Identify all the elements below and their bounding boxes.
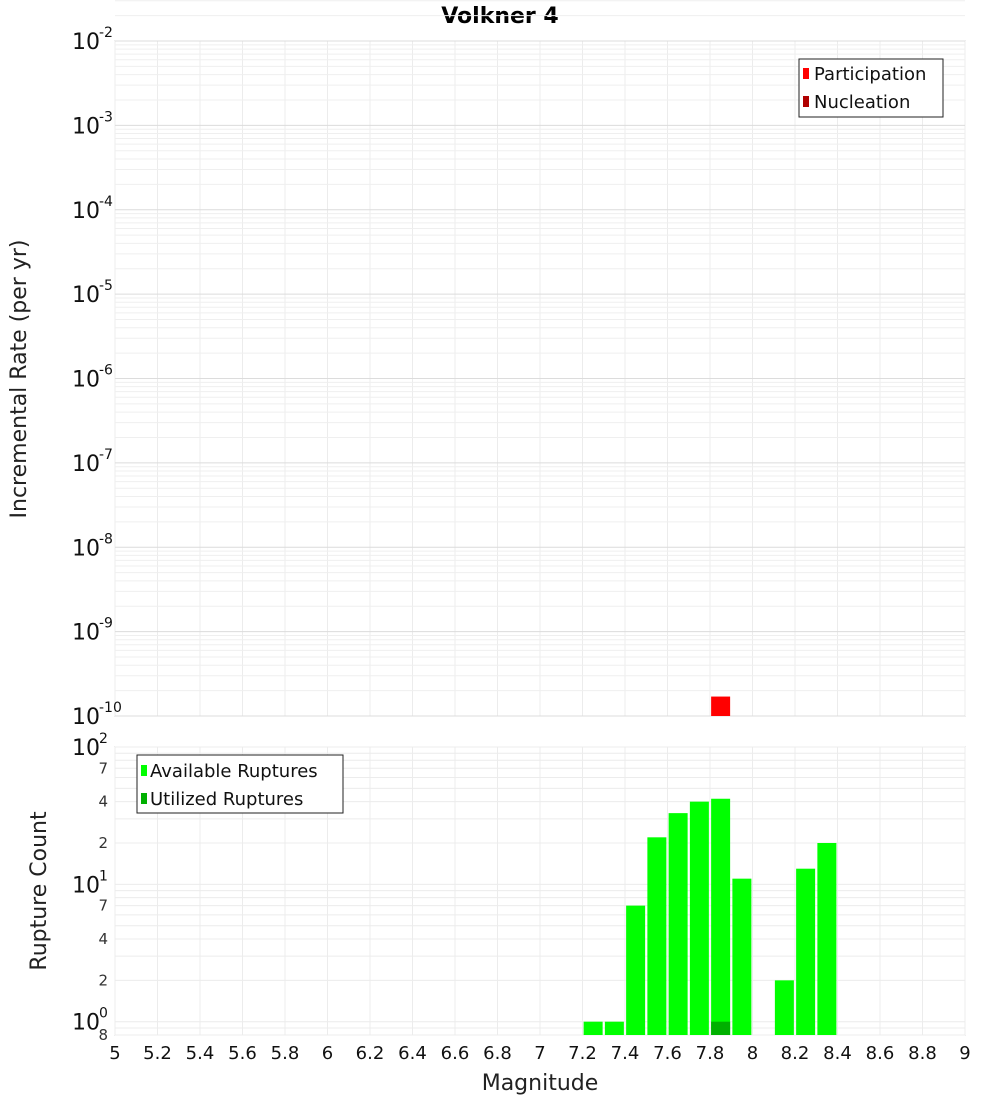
chart-title: Volkner 4 — [441, 4, 559, 29]
count-bar — [604, 1021, 624, 1035]
magnitude-x-tick-label: 6.4 — [398, 1043, 427, 1064]
rate-y-tick-label: 10 — [72, 705, 100, 730]
magnitude-x-tick-label: 8 — [747, 1043, 758, 1064]
rate-y-tick-exponent: -3 — [99, 109, 113, 125]
magnitude-x-tick-label: 5 — [109, 1043, 120, 1064]
rate-grid — [114, 0, 966, 717]
magnitude-x-tick-label: 5.2 — [143, 1043, 172, 1064]
count-bar — [668, 813, 688, 1035]
count-legend-box — [136, 754, 344, 814]
count-y-tick-label: 10 — [72, 736, 100, 761]
count-legend-label: Utilized Ruptures — [150, 789, 303, 810]
count-bar — [817, 843, 837, 1035]
rate-bars — [711, 696, 731, 716]
rate-legend-swatch — [803, 96, 809, 107]
rate-y-tick-exponent: -7 — [99, 447, 113, 463]
rate-y-tick-label: 10 — [72, 283, 100, 308]
count-y-minor-tick-label: 7 — [98, 897, 108, 915]
rate-legend-label: Participation — [814, 64, 926, 85]
rate-y-ticks: 10-210-310-410-510-610-710-810-910-10 — [72, 25, 122, 730]
rate-legend-swatch — [803, 68, 809, 79]
rate-y-tick-exponent: -10 — [99, 700, 122, 716]
rate-y-tick-exponent: -8 — [99, 531, 113, 547]
magnitude-x-tick-label: 7.8 — [696, 1043, 725, 1064]
magnitude-x-ticks: 5 5.2 5.4 5.6 5.8 6 6.2 6.4 6.6 6.8 7 7.2 7.4 7.6 7.8 8… — [109, 1043, 970, 1064]
count-bar — [689, 801, 709, 1035]
count-bar — [711, 798, 731, 1035]
rate-y-tick-label: 10 — [72, 452, 100, 477]
rate-y-tick-label: 10 — [72, 368, 100, 393]
count-bars — [583, 798, 837, 1035]
magnitude-x-tick-label: 6.6 — [441, 1043, 470, 1064]
rate-y-tick-label: 10 — [72, 30, 100, 55]
magnitude-x-tick-label: 6 — [322, 1043, 333, 1064]
count-legend-label: Available Ruptures — [150, 761, 318, 782]
rate-legend: Participation Nucleation — [798, 58, 944, 118]
count-y-axis-title: Rupture Count — [27, 811, 52, 971]
rate-y-axis-title: Incremental Rate (per yr) — [7, 240, 32, 519]
rate-bar — [711, 696, 731, 716]
count-bar — [711, 1021, 731, 1035]
rate-y-tick-exponent: -2 — [99, 25, 113, 41]
count-bar — [583, 1021, 603, 1035]
count-bar — [796, 868, 816, 1035]
magnitude-x-tick-label: 8.8 — [908, 1043, 937, 1064]
count-y-minor-tick-label: 4 — [98, 930, 108, 948]
magnitude-x-tick-label: 8.2 — [781, 1043, 810, 1064]
count-y-tick-exponent: 1 — [99, 868, 108, 884]
rate-y-tick-exponent: -9 — [99, 616, 113, 632]
count-y-tick-exponent: 0 — [99, 1006, 108, 1022]
rate-y-tick-exponent: -6 — [99, 363, 113, 379]
magnitude-x-tick-label: 6.8 — [483, 1043, 512, 1064]
magnitude-x-tick-label: 7.2 — [568, 1043, 597, 1064]
rate-panel: 10-210-310-410-510-610-710-810-910-10 In… — [7, 0, 966, 730]
magnitude-x-tick-label: 8.6 — [866, 1043, 895, 1064]
x-axis-title: Magnitude — [482, 1071, 599, 1096]
magnitude-x-tick-label: 5.6 — [228, 1043, 257, 1064]
rate-y-tick-label: 10 — [72, 199, 100, 224]
rate-y-tick-exponent: -4 — [99, 194, 113, 210]
magnitude-x-tick-label: 5.8 — [271, 1043, 300, 1064]
count-y-minor-tick-label: 7 — [98, 759, 108, 777]
count-bar — [626, 905, 646, 1035]
count-y-minor-tick-label: 4 — [98, 793, 108, 811]
count-legend-swatch — [141, 793, 147, 804]
magnitude-x-tick-label: 5.4 — [186, 1043, 215, 1064]
count-bar — [774, 980, 794, 1035]
magnitude-x-tick-label: 7.6 — [653, 1043, 682, 1064]
magnitude-x-tick-label: 6.2 — [356, 1043, 385, 1064]
rate-y-tick-label: 10 — [72, 536, 100, 561]
count-y-tick-label: 10 — [72, 873, 100, 898]
rate-legend-label: Nucleation — [814, 92, 910, 113]
count-bar — [732, 878, 752, 1035]
rate-y-tick-label: 10 — [72, 621, 100, 646]
count-y-minor-tick-label: 2 — [98, 971, 108, 989]
rate-legend-box — [798, 58, 944, 118]
count-y-minor-tick-label: 8 — [98, 1026, 108, 1044]
magnitude-x-tick-label: 7.4 — [611, 1043, 640, 1064]
count-bar — [647, 837, 667, 1035]
count-legend-swatch — [141, 765, 147, 776]
magnitude-x-tick-label: 7 — [534, 1043, 545, 1064]
magnitude-x-tick-label: 9 — [959, 1043, 970, 1064]
rate-y-tick-exponent: -5 — [99, 278, 113, 294]
count-y-tick-exponent: 2 — [99, 731, 108, 747]
magnitude-x-tick-label: 8.4 — [823, 1043, 852, 1064]
count-legend: Available Ruptures Utilized Ruptures — [136, 754, 344, 814]
count-y-minor-tick-label: 2 — [98, 834, 108, 852]
count-y-tick-label: 10 — [72, 1011, 100, 1036]
rate-y-tick-label: 10 — [72, 114, 100, 139]
